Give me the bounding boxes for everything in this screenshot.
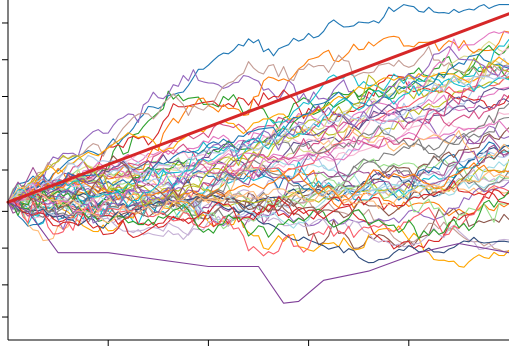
sample-path-45 bbox=[7, 185, 509, 257]
sample-path-14 bbox=[7, 169, 509, 240]
sample-path-53 bbox=[7, 31, 509, 213]
sample-path-28 bbox=[7, 127, 509, 218]
outlier-path-1 bbox=[7, 201, 509, 304]
trend-layer bbox=[6, 12, 509, 204]
sample-path-17 bbox=[7, 40, 509, 212]
sample-path-24 bbox=[7, 94, 509, 205]
sample-path-58 bbox=[7, 180, 509, 239]
sample-path-36 bbox=[7, 124, 509, 242]
sample-path-59 bbox=[7, 72, 509, 203]
sample-path-43 bbox=[7, 195, 509, 264]
sample-path-49 bbox=[7, 53, 509, 203]
sample-path-1 bbox=[7, 4, 509, 203]
sample-path-50 bbox=[7, 162, 509, 203]
sample-path-60 bbox=[7, 170, 509, 224]
sample-path-46 bbox=[7, 56, 509, 203]
sample-path-47 bbox=[7, 87, 509, 204]
paths-layer bbox=[7, 4, 509, 304]
sample-path-56 bbox=[7, 77, 509, 207]
sample-path-52 bbox=[7, 149, 509, 219]
sample-path-39 bbox=[7, 45, 509, 205]
sample-path-48 bbox=[7, 65, 509, 204]
sample-path-55 bbox=[7, 57, 509, 207]
sample-path-57 bbox=[7, 45, 509, 230]
sample-path-44 bbox=[7, 144, 509, 213]
sample-path-9 bbox=[7, 69, 509, 206]
trend-line bbox=[6, 12, 509, 204]
sample-path-40 bbox=[7, 47, 509, 204]
sample-path-30 bbox=[7, 155, 509, 220]
